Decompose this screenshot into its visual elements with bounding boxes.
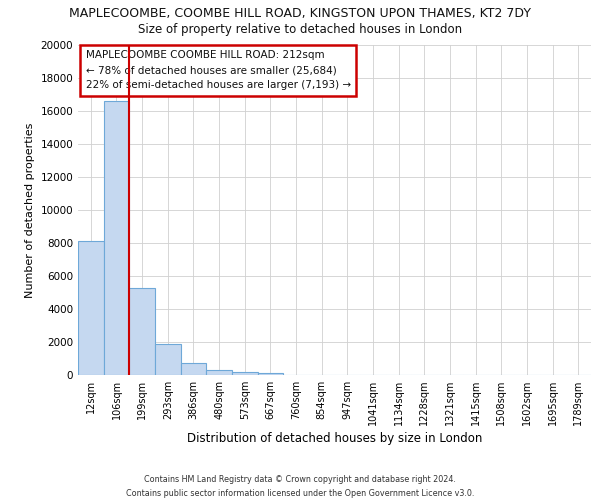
- Text: MAPLECOOMBE, COOMBE HILL ROAD, KINGSTON UPON THAMES, KT2 7DY: MAPLECOOMBE, COOMBE HILL ROAD, KINGSTON …: [69, 8, 531, 20]
- Bar: [130, 288, 155, 375]
- Bar: [257, 372, 283, 375]
- Text: Size of property relative to detached houses in London: Size of property relative to detached ho…: [138, 24, 462, 36]
- Bar: [104, 101, 130, 375]
- Bar: [181, 362, 206, 375]
- X-axis label: Distribution of detached houses by size in London: Distribution of detached houses by size …: [187, 432, 482, 446]
- Y-axis label: Number of detached properties: Number of detached properties: [25, 122, 35, 298]
- Bar: [78, 242, 104, 375]
- Text: Contains HM Land Registry data © Crown copyright and database right 2024.
Contai: Contains HM Land Registry data © Crown c…: [126, 476, 474, 498]
- Bar: [206, 370, 232, 375]
- Text: MAPLECOOMBE COOMBE HILL ROAD: 212sqm
← 78% of detached houses are smaller (25,68: MAPLECOOMBE COOMBE HILL ROAD: 212sqm ← 7…: [86, 50, 351, 90]
- Bar: [232, 372, 257, 375]
- Bar: [155, 344, 181, 375]
